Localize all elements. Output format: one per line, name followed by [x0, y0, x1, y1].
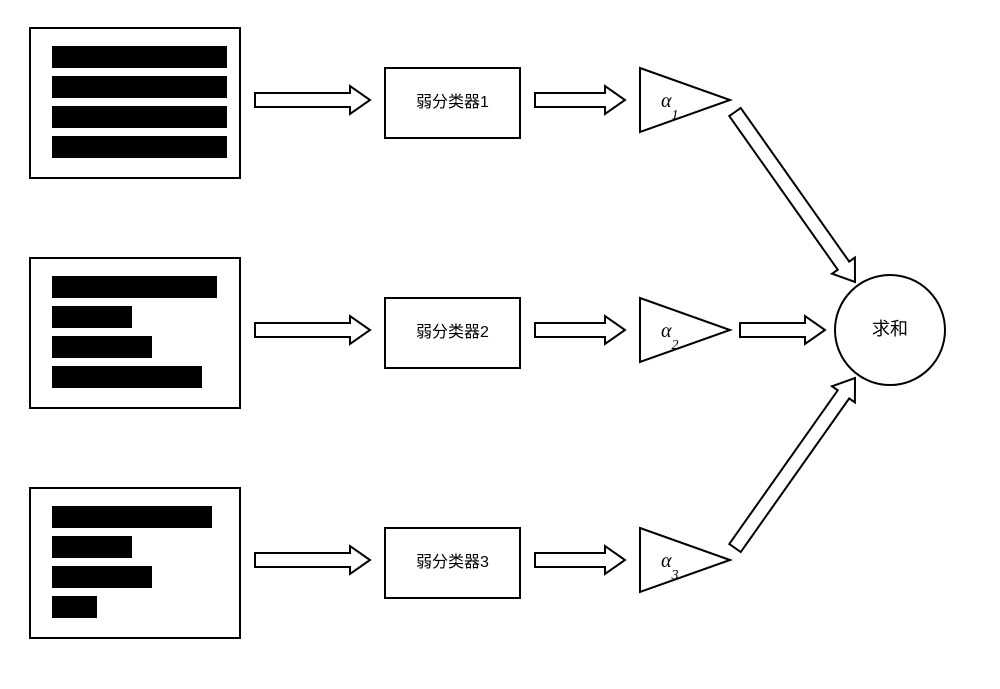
data-bar-1-1	[52, 46, 227, 68]
arrow	[535, 316, 625, 344]
data-bar-1-2	[52, 76, 227, 98]
arrow-diagonal	[729, 378, 855, 552]
arrow	[255, 316, 370, 344]
classifier-label-3: 弱分类器3	[416, 553, 489, 571]
arrow-diagonal	[729, 108, 855, 282]
data-bar-2-2	[52, 306, 132, 328]
data-bar-2-3	[52, 336, 152, 358]
classifier-label-1: 弱分类器1	[416, 93, 489, 111]
classifier-label-2: 弱分类器2	[416, 323, 489, 341]
sum-label: 求和	[872, 319, 908, 339]
data-bar-2-4	[52, 366, 202, 388]
alpha-triangle-1	[640, 68, 730, 132]
arrow	[535, 86, 625, 114]
data-bar-3-3	[52, 566, 152, 588]
data-bar-3-1	[52, 506, 212, 528]
arrow	[535, 546, 625, 574]
alpha-triangle-3	[640, 528, 730, 592]
data-bar-3-2	[52, 536, 132, 558]
data-bar-1-3	[52, 106, 227, 128]
alpha-triangle-2	[640, 298, 730, 362]
arrow	[255, 546, 370, 574]
data-bar-3-4	[52, 596, 97, 618]
arrow	[740, 316, 825, 344]
data-bar-1-4	[52, 136, 227, 158]
arrow	[255, 86, 370, 114]
data-bar-2-1	[52, 276, 217, 298]
